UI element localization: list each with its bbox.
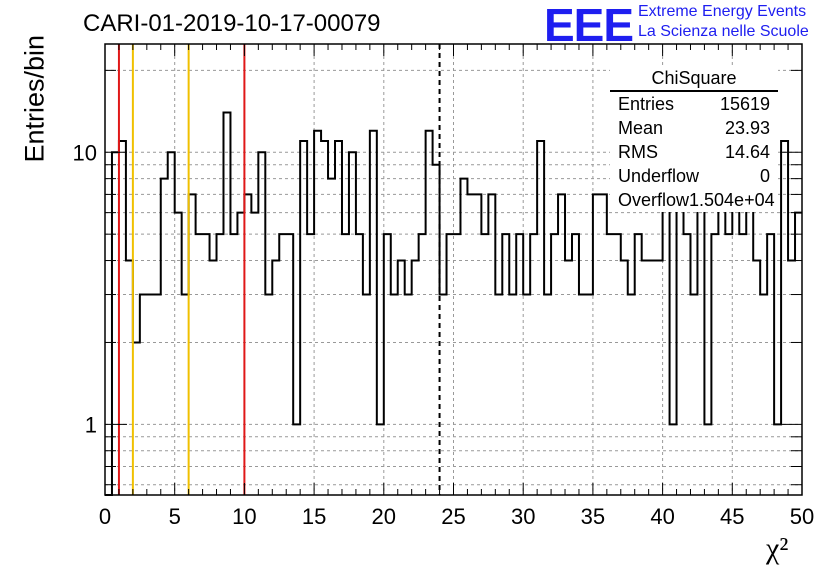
y-axis-label: Entries/bin bbox=[19, 34, 50, 163]
x-tick-label: 10 bbox=[232, 504, 256, 529]
stats-value: 1.504e+04 bbox=[689, 190, 775, 210]
eee-logo: EEE bbox=[544, 0, 634, 51]
x-tick-label: 20 bbox=[372, 504, 396, 529]
logo-line-2: La Scienza nelle Scuole bbox=[638, 23, 809, 40]
chart-title: CARI-01-2019-10-17-00079 bbox=[83, 10, 381, 37]
stats-value: 15619 bbox=[719, 94, 770, 114]
stats-box: ChiSquare Entries 15619 Mean 23.93 RMS 14.6… bbox=[610, 67, 778, 212]
x-tick-label: 35 bbox=[581, 504, 605, 529]
stats-value: 0 bbox=[759, 166, 770, 186]
stats-row-overflow: Overflow 1.504e+04 bbox=[610, 188, 778, 212]
stats-value: 23.93 bbox=[724, 118, 770, 138]
x-tick-label: 15 bbox=[302, 504, 326, 529]
stats-row-underflow: Underflow 0 bbox=[610, 164, 778, 188]
x-tick-label: 40 bbox=[650, 504, 674, 529]
stats-row-rms: RMS 14.64 bbox=[610, 140, 778, 164]
stats-label: Entries bbox=[618, 94, 675, 114]
stats-row-mean: Mean 23.93 bbox=[610, 116, 778, 140]
x-tick-label: 0 bbox=[99, 504, 111, 529]
stats-label: RMS bbox=[618, 142, 658, 162]
stats-row-entries: Entries 15619 bbox=[610, 92, 778, 116]
stats-label: Underflow bbox=[618, 166, 700, 186]
x-tick-label: 50 bbox=[790, 504, 814, 529]
stats-label: Overflow bbox=[618, 190, 690, 210]
x-tick-label: 25 bbox=[441, 504, 465, 529]
y-tick-label: 1 bbox=[85, 412, 97, 437]
histogram-series bbox=[105, 111, 802, 496]
stats-title: ChiSquare bbox=[610, 67, 778, 92]
x-tick-label: 45 bbox=[720, 504, 744, 529]
logo-caption: Extreme Energy Events La Scienza nelle S… bbox=[638, 2, 809, 42]
logo-line-1: Extreme Energy Events bbox=[638, 3, 807, 20]
y-tick-label: 10 bbox=[73, 140, 97, 165]
stats-value: 14.64 bbox=[724, 142, 770, 162]
x-tick-label: 30 bbox=[511, 504, 535, 529]
x-tick-label: 5 bbox=[169, 504, 181, 529]
x-axis-label: χ² bbox=[766, 532, 789, 565]
stats-label: Mean bbox=[618, 118, 664, 138]
